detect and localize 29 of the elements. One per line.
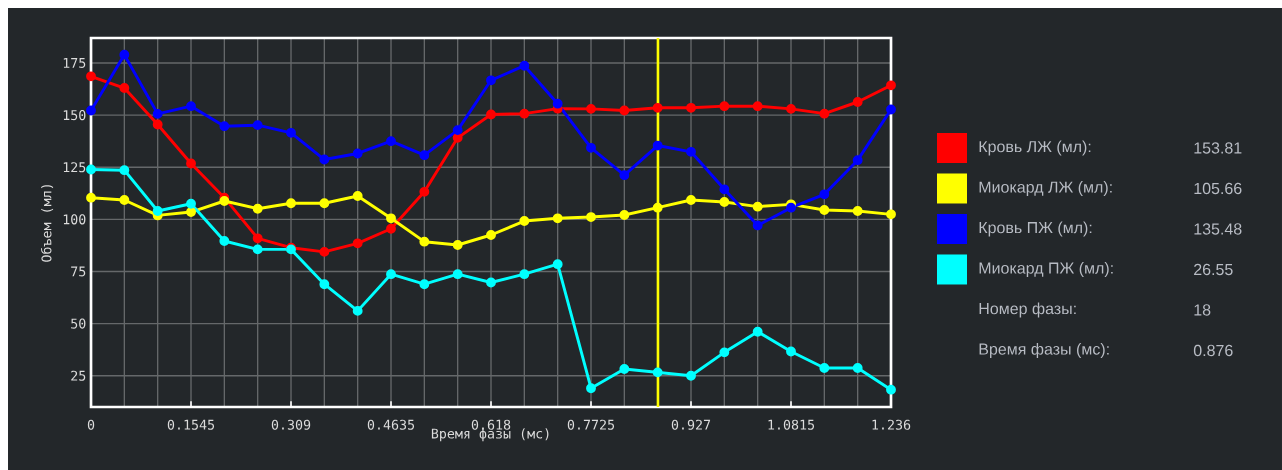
y-tick-label: 25	[71, 370, 86, 381]
y-tick-label: 175	[63, 58, 86, 68]
text: 105.66	[1194, 182, 1242, 195]
y-tick-label: 125	[63, 162, 86, 173]
text: Время фазы (мс):	[979, 343, 1109, 358]
x-tick-label: 0	[87, 419, 95, 430]
text: 26.55	[1194, 263, 1233, 276]
y-tick-label: 150	[63, 110, 86, 121]
text: 135.48	[1194, 223, 1242, 235]
legend-label: Миокард ПЖ (мл):	[979, 262, 1113, 277]
x-tick-label: 0.927	[671, 419, 711, 430]
legend-label: Миокард ЛЖ (мл):	[979, 181, 1112, 196]
text: 0.876	[1193, 344, 1233, 357]
x-tick-label: 0.1545	[167, 419, 215, 430]
x-tick-label: 0.618	[471, 419, 511, 430]
x-tick-label: 1.0815	[768, 419, 815, 430]
legend-label: Кровь ЛЖ (мл):	[979, 140, 1091, 156]
text: Номер фазы:	[979, 302, 1076, 318]
y-tick-label: 75	[71, 266, 86, 277]
text: 153.81	[1194, 142, 1242, 154]
y-axis-title: Объем (мл)	[40, 185, 54, 262]
x-tick-label: 0.309	[271, 419, 311, 430]
y-tick-label: 50	[71, 318, 86, 329]
y-tick-label: 100	[63, 214, 86, 225]
legend-label: Кровь ПЖ (мл):	[979, 221, 1092, 237]
text: 18	[1194, 304, 1211, 316]
x-tick-label: 0.4635	[367, 419, 415, 430]
x-tick-label: 0.7725	[567, 419, 615, 430]
x-tick-label: 1.236	[872, 419, 911, 430]
